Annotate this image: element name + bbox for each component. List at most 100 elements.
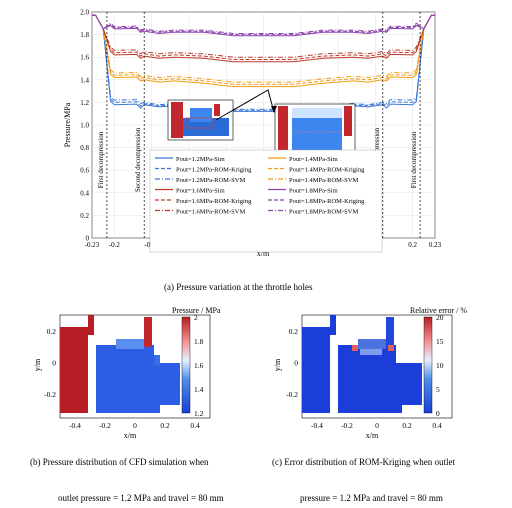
series-line (92, 14, 435, 36)
contour-b-x-ticks: -0.4 -0.2 0 0.2 0.4 (69, 421, 200, 430)
colorbar-tick: 5 (436, 385, 440, 394)
colorbar-tick: 2 (194, 313, 198, 322)
caption-c-line2: pressure = 1.2 MPa and travel = 80 mm (300, 493, 443, 503)
caption-b-line1: (b) Pressure distribution of CFD simulat… (30, 457, 209, 467)
contour-x-tick: 0 (375, 421, 379, 430)
decompression-annotation: Second decompression (134, 127, 142, 192)
y-tick-label: 0 (86, 235, 90, 243)
contour-x-tick: -0.4 (311, 421, 323, 430)
legend-label: Pout=1.4MPa-ROM-SVM (289, 177, 358, 184)
contour-c-x-ticks: -0.4 -0.2 0 0.2 0.4 (311, 421, 442, 430)
contour-x-tick: 0.4 (190, 421, 200, 430)
series-line (92, 14, 435, 85)
decompression-annotation: First decompression (97, 131, 105, 188)
contour-y-tick: -0.2 (44, 390, 56, 399)
legend-label: Pout=1.4MPa-ROM-Kriging (289, 167, 365, 174)
legend-box (149, 149, 383, 253)
caption-b-line2: outlet pressure = 1.2 MPa and travel = 8… (58, 493, 224, 503)
series-line (92, 14, 435, 88)
inset-arrow (215, 89, 275, 121)
legend-label: Pout=1.8MPa-Sim (289, 188, 338, 195)
y-tick-label: 1.4 (80, 76, 89, 84)
series-line (92, 14, 435, 60)
y-tick-label: 0.8 (80, 144, 89, 152)
contour-x-tick: 0.2 (402, 421, 412, 430)
error-colorbar-title: Relative error / % (410, 306, 467, 315)
contour-y-tick: 0.2 (47, 327, 57, 336)
y-tick-label: 1.8 (80, 31, 89, 39)
x-tick-label: 0.2 (408, 241, 417, 249)
legend-label: Pout=1.2MPa-ROM-Kriging (176, 167, 252, 174)
contour-b-ylabel: y/m (33, 358, 42, 371)
contour-low-pressure-region (96, 339, 180, 413)
contour-y-tick: 0 (52, 359, 56, 368)
y-tick-label: 2.0 (80, 9, 89, 17)
colorbar-tick: 10 (436, 361, 444, 370)
series-line (92, 14, 435, 63)
y-tick-label: 0.4 (80, 189, 89, 197)
series-line (92, 14, 435, 58)
colorbar-tick: 1.6 (194, 361, 204, 370)
pressure-contour-plot: Pressure / MPa 21.81.61.41.2 -0.4 -0.2 0 0.… (33, 306, 221, 440)
legend-label: Pout=1.6MPa-Sim (176, 188, 225, 195)
legend-label: Pout=1.8MPa-ROM-SVM (289, 209, 358, 216)
chart-legend: Pout=1.2MPa-Sim Pout=1.2MPa-ROM-Kriging Po… (149, 149, 383, 253)
error-colorbar (423, 316, 433, 414)
legend-label: Pout=1.4MPa-Sim (289, 156, 338, 163)
legend-label: Pout=1.6MPa-ROM-Kriging (176, 198, 252, 205)
contour-x-tick: -0.4 (69, 421, 81, 430)
x-tick-label: -0.2 (109, 241, 121, 249)
colorbar-tick: 1.4 (194, 385, 204, 394)
series-line (92, 14, 435, 112)
contour-x-tick: -0.2 (341, 421, 353, 430)
y-tick-label: 0.6 (80, 167, 89, 175)
contour-b-y-ticks: 0.2 0 -0.2 (44, 327, 56, 399)
contour-c-ylabel: y/m (273, 358, 282, 371)
x-axis-label: x/m (257, 249, 270, 258)
error-colorbar-ticks: 20 15 10 5 0 (436, 313, 444, 418)
contour-c-xlabel: x/m (366, 431, 379, 440)
contour-y-tick: 0 (294, 359, 298, 368)
y-tick-label: 1.2 (80, 99, 89, 107)
error-high-spot (352, 345, 358, 351)
chart-series (92, 14, 435, 112)
legend-label: Pout=1.2MPa-ROM-SVM (176, 177, 245, 184)
legend-label: Pout=1.8MPa-ROM-Kriging (289, 198, 365, 205)
contour-y-tick: 0.2 (289, 327, 299, 336)
series-line (92, 14, 435, 83)
series-line (92, 14, 435, 110)
pressure-colorbar-title: Pressure / MPa (172, 306, 221, 315)
contour-x-tick: 0.4 (432, 421, 442, 430)
y-axis-label: Pressure/MPa (63, 102, 72, 147)
caption-c-line1: (c) Error distribution of ROM-Kriging wh… (272, 457, 455, 467)
contour-x-tick: 0.2 (160, 421, 170, 430)
colorbar-tick: 1.2 (194, 409, 204, 418)
contour-x-tick: 0 (133, 421, 137, 430)
x-tick-label: -0.23 (85, 241, 100, 249)
colorbar-tick: 15 (436, 337, 444, 346)
pressure-colorbar-ticks: 2 1.8 1.6 1.4 1.2 (194, 313, 204, 418)
contour-b-xlabel: x/m (124, 431, 137, 440)
series-line (92, 14, 435, 37)
colorbar-tick: 1.8 (194, 337, 204, 346)
y-tick-label: 0.2 (80, 212, 89, 220)
contour-x-tick: -0.2 (99, 421, 111, 430)
contour-y-tick: -0.2 (286, 390, 298, 399)
series-line (92, 14, 435, 111)
colorbar-tick: 20 (436, 313, 444, 322)
contour-c-y-ticks: 0.2 0 -0.2 (286, 327, 298, 399)
y-tick-labels: 0 0.2 0.4 0.6 0.8 1.0 1.2 1.4 1.6 1.8 2.0 (80, 9, 89, 243)
pressure-colorbar (181, 316, 191, 414)
inset-valve-image-left (167, 99, 234, 141)
legend-label: Pout=1.6MPa-ROM-SVM (176, 209, 245, 216)
error-region-body (302, 315, 336, 413)
decompression-annotation: First decompression (410, 131, 418, 188)
y-tick-label: 1.0 (80, 122, 89, 130)
colorbar-tick: 0 (436, 409, 440, 418)
legend-label: Pout=1.2MPa-Sim (176, 156, 225, 163)
y-tick-label: 1.6 (80, 54, 89, 62)
x-tick-label: 0.23 (429, 241, 442, 249)
caption-a: (a) Pressure variation at the throttle h… (164, 282, 313, 292)
